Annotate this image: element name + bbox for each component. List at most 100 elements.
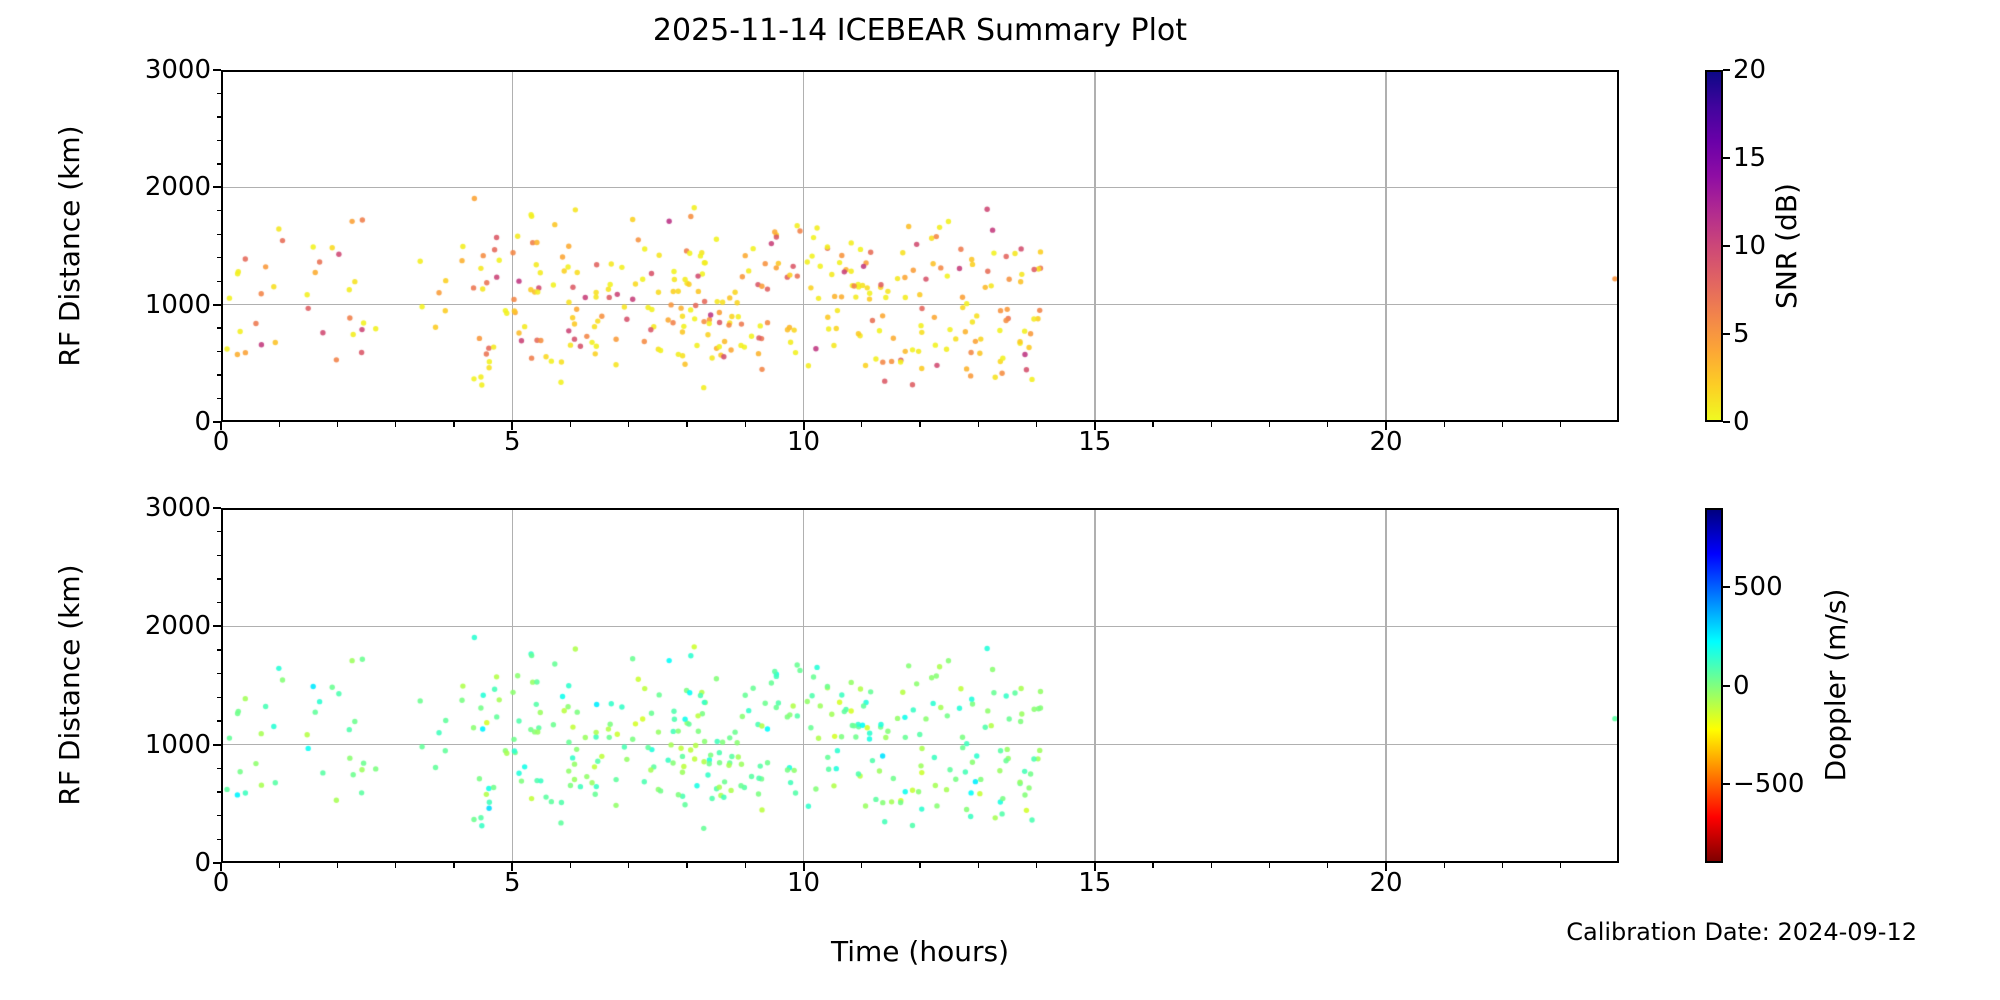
cbar-tick-label: 0 (1733, 407, 1750, 437)
x-major-tick (1093, 422, 1096, 430)
x-major-tick (1385, 863, 1387, 871)
y-tick-label: 3000 (144, 55, 211, 85)
y-major-tick (213, 421, 221, 423)
snr-y-axis-label: RF Distance (km) (53, 125, 86, 367)
snr-colorbar (1705, 70, 1723, 422)
y-major-tick (213, 507, 221, 509)
y-minor-tick (216, 649, 221, 651)
cbar-tick (1723, 783, 1730, 786)
x-minor-tick (628, 863, 630, 868)
y-minor-tick (216, 791, 221, 793)
cbar-tick (1723, 585, 1730, 588)
x-major-tick (511, 422, 514, 430)
x-minor-tick (1327, 863, 1329, 868)
x-minor-tick (453, 422, 455, 427)
x-minor-tick (1210, 863, 1212, 868)
y-tick-label: 3000 (144, 493, 211, 523)
x-minor-tick (1443, 422, 1445, 427)
x-minor-tick (569, 863, 572, 868)
snr-scatter-canvas (221, 70, 1619, 422)
x-minor-tick (453, 863, 455, 868)
x-minor-tick (1560, 863, 1562, 868)
x-minor-tick (744, 422, 746, 427)
y-minor-tick (216, 531, 221, 533)
y-tick-label: 1000 (144, 289, 211, 320)
x-tick-label: 15 (1078, 868, 1112, 898)
y-minor-tick (216, 233, 221, 235)
x-minor-tick (1210, 422, 1212, 427)
cbar-tick (1723, 69, 1730, 71)
x-minor-tick (1035, 422, 1038, 427)
calibration-note: Calibration Date: 2024-09-12 (1566, 918, 1917, 946)
y-minor-tick (216, 767, 221, 769)
x-minor-tick (395, 422, 397, 427)
cbar-tick-label: 0 (1733, 670, 1750, 701)
y-major-tick (213, 186, 221, 189)
x-major-tick (1093, 863, 1096, 871)
cbar-tick-label: 500 (1733, 571, 1783, 602)
x-tick-label: 20 (1369, 427, 1403, 457)
x-minor-tick (977, 422, 979, 427)
y-minor-tick (216, 139, 221, 142)
x-major-tick (1385, 422, 1387, 430)
x-major-tick (220, 863, 222, 871)
y-major-tick (213, 743, 221, 746)
x-minor-tick (336, 422, 339, 427)
x-minor-tick (1152, 863, 1154, 868)
y-major-tick (213, 625, 221, 628)
y-tick-label: 0 (194, 407, 211, 437)
x-minor-tick (1443, 863, 1445, 868)
y-minor-tick (216, 163, 221, 165)
y-minor-tick (216, 280, 221, 282)
doppler-colorbar (1705, 508, 1723, 863)
y-minor-tick (216, 602, 221, 604)
x-minor-tick (336, 863, 339, 868)
x-minor-tick (977, 863, 979, 868)
x-minor-tick (395, 863, 397, 868)
y-minor-tick (216, 673, 221, 675)
cbar-tick-label: −500 (1733, 769, 1805, 800)
y-minor-tick (216, 116, 221, 118)
doppler-scatter-canvas (221, 508, 1619, 863)
y-minor-tick (216, 257, 221, 259)
x-major-tick (220, 422, 222, 430)
cbar-tick-label: 15 (1733, 143, 1767, 173)
x-minor-tick (919, 422, 921, 427)
x-minor-tick (278, 863, 280, 868)
x-major-tick (802, 422, 805, 430)
cbar-tick (1723, 333, 1730, 335)
x-minor-tick (628, 422, 630, 427)
x-minor-tick (1501, 863, 1504, 868)
x-minor-tick (686, 863, 688, 868)
x-tick-label: 0 (212, 427, 230, 457)
x-minor-tick (278, 422, 280, 427)
y-minor-tick (216, 554, 221, 556)
cbar-tick-label: 20 (1733, 55, 1767, 85)
y-minor-tick (216, 92, 221, 95)
x-tick-label: 20 (1369, 868, 1403, 898)
y-tick-label: 0 (194, 848, 211, 878)
x-tick-label: 10 (786, 427, 821, 457)
x-tick-label: 10 (786, 868, 821, 898)
y-minor-tick (216, 696, 221, 698)
y-minor-tick (216, 838, 221, 840)
page-title: 2025-11-14 ICEBEAR Summary Plot (652, 13, 1188, 48)
x-minor-tick (1501, 422, 1504, 427)
y-minor-tick (216, 720, 221, 722)
y-minor-tick (216, 327, 221, 329)
cbar-tick-label: 5 (1733, 319, 1750, 349)
x-minor-tick (919, 863, 921, 868)
x-minor-tick (1268, 863, 1271, 868)
cbar-tick (1723, 245, 1730, 247)
x-tick-label: 0 (212, 868, 230, 898)
y-minor-tick (216, 815, 221, 817)
x-minor-tick (569, 422, 572, 427)
y-tick-label: 2000 (144, 172, 211, 203)
y-minor-tick (216, 374, 221, 376)
y-minor-tick (216, 397, 221, 400)
x-minor-tick (1152, 422, 1154, 427)
x-minor-tick (861, 863, 863, 868)
y-minor-tick (216, 210, 221, 212)
cbar-tick (1723, 421, 1730, 423)
